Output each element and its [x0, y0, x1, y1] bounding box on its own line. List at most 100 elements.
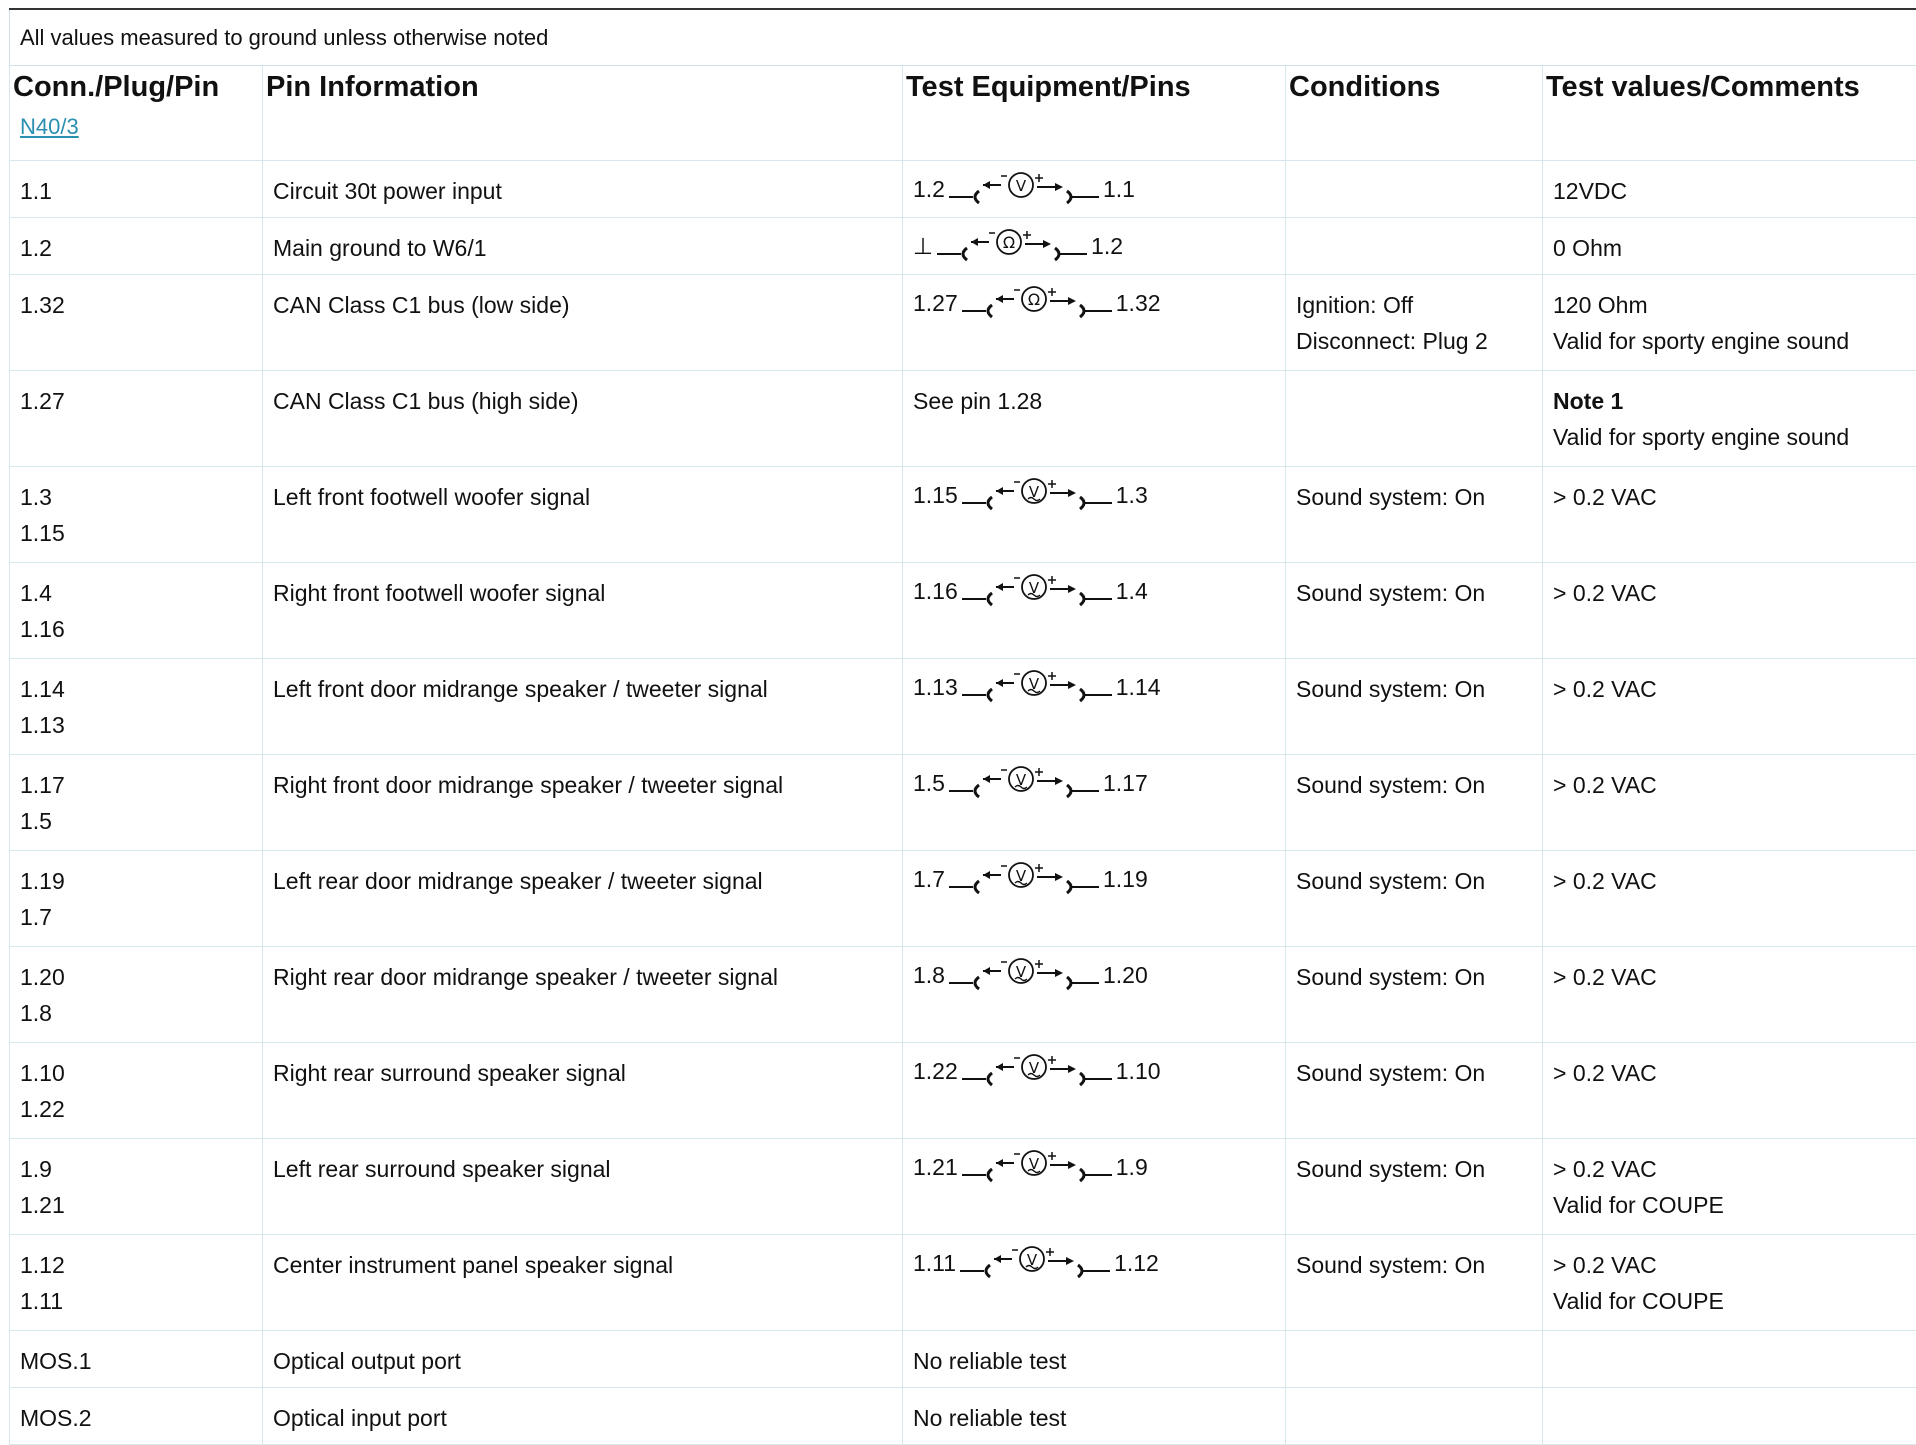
condition-text: Sound system: On	[1296, 575, 1532, 611]
pin-info-cell: Right rear door midrange speaker / tweet…	[263, 947, 903, 1043]
condition-text: Sound system: On	[1296, 1151, 1532, 1187]
svg-text:V: V	[1029, 1059, 1040, 1077]
conditions-cell: Sound system: On	[1286, 755, 1543, 851]
meter-pin-left: 1.21	[913, 1149, 958, 1185]
condition-text: Sound system: On	[1296, 1055, 1532, 1091]
note-label: Note 1	[1553, 383, 1906, 419]
test-value: Valid for COUPE	[1553, 1283, 1906, 1319]
pin-number: 1.9	[20, 1151, 252, 1187]
pin-number: 1.21	[20, 1187, 252, 1223]
pin-info-cell: Left front footwell woofer signal	[263, 467, 903, 563]
conditions-cell: Sound system: On	[1286, 1043, 1543, 1139]
test-value: Valid for COUPE	[1553, 1187, 1906, 1223]
condition-text: Ignition: Off	[1296, 287, 1532, 323]
pin-number: 1.20	[20, 959, 252, 995]
pin-cell: MOS.1	[10, 1331, 263, 1388]
test-values-cell: 0 Ohm	[1543, 218, 1916, 275]
conditions-cell: Sound system: On	[1286, 659, 1543, 755]
connector-cell: N40/3	[10, 108, 263, 161]
conditions-cell: Sound system: On	[1286, 947, 1543, 1043]
svg-text:Ω: Ω	[1028, 290, 1040, 309]
pin-info-cell: Right front footwell woofer signal	[263, 563, 903, 659]
pin-cell: 1.1	[10, 161, 263, 218]
test-values-cell: > 0.2 VAC	[1543, 851, 1916, 947]
pin-cell: MOS.2	[10, 1388, 263, 1445]
test-value: Valid for sporty engine sound	[1553, 419, 1906, 455]
header-conditions: Conditions	[1286, 66, 1543, 108]
pin-number: MOS.1	[20, 1343, 252, 1379]
meter-pin-left: 1.13	[913, 669, 958, 705]
pin-cell: 1.2	[10, 218, 263, 275]
voltmeter-icon: V	[962, 477, 1112, 513]
pin-number: 1.15	[20, 515, 252, 551]
pin-info-cell: Left rear surround speaker signal	[263, 1139, 903, 1235]
meter-pin-left: 1.8	[913, 957, 945, 993]
pin-number: 1.4	[20, 575, 252, 611]
conditions-cell: Sound system: On	[1286, 1139, 1543, 1235]
test-values-cell: > 0.2 VAC	[1543, 947, 1916, 1043]
svg-text:V: V	[1029, 1155, 1040, 1173]
svg-text:V: V	[1016, 771, 1027, 789]
condition-text: Sound system: On	[1296, 479, 1532, 515]
test-value: > 0.2 VAC	[1553, 863, 1906, 899]
svg-text:V: V	[1016, 177, 1027, 195]
meter-pin-left: 1.27	[913, 285, 958, 321]
voltmeter-icon: V	[962, 669, 1112, 705]
pin-number: 1.13	[20, 707, 252, 743]
ohmmeter-icon: Ω	[937, 228, 1087, 264]
pin-info-cell: CAN Class C1 bus (high side)	[263, 371, 903, 467]
header-pin-information: Pin Information	[263, 66, 903, 108]
test-values-cell: > 0.2 VAC	[1543, 563, 1916, 659]
pin-number: 1.22	[20, 1091, 252, 1127]
test-values-cell: > 0.2 VAC	[1543, 755, 1916, 851]
meter-pin-right: 1.14	[1116, 669, 1161, 705]
meter-pin-right: 1.17	[1103, 765, 1148, 801]
meter-pin-right: 1.2	[1091, 228, 1123, 264]
measurement-notice: All values measured to ground unless oth…	[9, 10, 1916, 66]
meter-pin-left: 1.22	[913, 1053, 958, 1089]
table-row: 1.20 1.8 Right rear door midrange speaker …	[10, 947, 1916, 1043]
test-value: > 0.2 VAC	[1553, 767, 1906, 803]
svg-text:Ω: Ω	[1003, 233, 1015, 252]
meter-pin-left: 1.2	[913, 171, 945, 207]
test-equipment-cell: No reliable test	[903, 1331, 1286, 1388]
condition-text: Sound system: On	[1296, 1247, 1532, 1283]
conditions-cell: Sound system: On	[1286, 563, 1543, 659]
meter-pin-right: 1.3	[1116, 477, 1148, 513]
pin-info-cell: Main ground to W6/1	[263, 218, 903, 275]
condition-text: Sound system: On	[1296, 959, 1532, 995]
test-values-cell: 12VDC	[1543, 161, 1916, 218]
connector-link[interactable]: N40/3	[20, 114, 79, 139]
meter-pin-right: 1.1	[1103, 171, 1135, 207]
test-value: Valid for sporty engine sound	[1553, 323, 1906, 359]
voltmeter-icon: V	[960, 1245, 1110, 1281]
pin-info-cell: Right front door midrange speaker / twee…	[263, 755, 903, 851]
